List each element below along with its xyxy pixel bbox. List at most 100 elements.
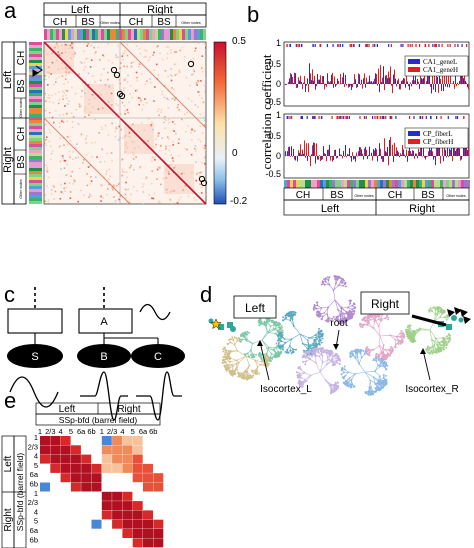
- matrix-cell: [117, 139, 120, 141]
- tree-node: [257, 321, 260, 324]
- matrix-cell: [74, 147, 77, 149]
- upper-ytick-05: 0.5: [268, 59, 281, 69]
- matrix-cell: [162, 177, 164, 180]
- matrix-cell: [151, 170, 153, 172]
- strip-cell: [392, 180, 395, 188]
- strip-cell: [374, 180, 377, 188]
- bar-top: [345, 116, 347, 119]
- matrix-cell: [117, 44, 119, 47]
- strip-cell: [29, 195, 42, 198]
- bar: [306, 84, 307, 86]
- matrix-cell: [46, 71, 49, 74]
- matrix-cell: [190, 171, 193, 174]
- matrix-cell: [205, 179, 206, 181]
- bar: [384, 84, 385, 91]
- strip-cell: [95, 29, 98, 40]
- tree-node: [330, 392, 333, 395]
- matrix-cell: [99, 59, 101, 61]
- tree-node: [379, 382, 381, 385]
- tree-node: [316, 311, 318, 314]
- matrix-cell: [126, 202, 129, 204]
- tree-node: [302, 361, 304, 363]
- bar: [404, 154, 405, 156]
- tree-node: [323, 350, 326, 352]
- legend-upper-series-2: CA1_geneH: [423, 66, 458, 74]
- tree-node: [272, 320, 275, 323]
- strip-cell: [401, 180, 404, 188]
- matrix-cell: [71, 86, 73, 89]
- bar-top: [390, 44, 392, 47]
- matrix-cell: [165, 145, 167, 148]
- tree-node: [313, 347, 316, 350]
- group-top-ch-right: CH: [129, 17, 143, 28]
- matrix-cell: [83, 68, 85, 71]
- matrix-cell: [177, 154, 180, 157]
- bar-top: [289, 116, 291, 119]
- matrix-cell: [86, 45, 88, 47]
- matrix-cell: [197, 138, 200, 141]
- matrix-cell: [65, 174, 68, 176]
- tree-node: [439, 307, 441, 309]
- matrix-cell: [83, 50, 86, 52]
- bar: [432, 151, 433, 156]
- matrix-cell: [179, 49, 181, 52]
- matrix-cell: [85, 58, 87, 60]
- bar: [340, 73, 341, 84]
- bar: [351, 84, 352, 90]
- matrix-cell: [156, 178, 158, 180]
- matrix-cell: [154, 146, 157, 148]
- matrix-cell: [187, 97, 190, 100]
- bar: [355, 79, 356, 84]
- matrix-cell: [158, 114, 160, 117]
- tree-edge: [379, 335, 384, 346]
- bar: [341, 83, 342, 84]
- tree-node: [320, 283, 323, 286]
- matrix-cell: [53, 198, 55, 200]
- bar: [457, 146, 458, 156]
- strip-cell: [29, 81, 42, 84]
- tree-node: [348, 309, 351, 312]
- bar: [350, 84, 351, 86]
- b-group-other-left: Other nodes: [354, 194, 374, 198]
- bar: [406, 149, 407, 156]
- strip-cell: [287, 180, 290, 188]
- matrix-cell: [172, 141, 174, 143]
- tree-edge: [291, 333, 301, 340]
- matrix-cell: [61, 120, 63, 123]
- bar: [425, 156, 426, 160]
- matrix-cell: [108, 168, 111, 171]
- matrix-cell: [74, 51, 76, 53]
- matrix-cell: [61, 155, 64, 157]
- matrix-cell: [151, 121, 153, 124]
- bar: [297, 156, 298, 162]
- matrix-cell: [151, 156, 154, 158]
- strip-cell: [332, 180, 335, 188]
- matrix-cell: [84, 66, 87, 68]
- matrix-cell: [125, 197, 128, 199]
- matrix-cell: [120, 128, 122, 131]
- matrix-cell: [163, 118, 166, 120]
- tree-node: [277, 340, 279, 342]
- tree-node: [286, 351, 288, 354]
- matrix-cell: [45, 144, 47, 146]
- matrix-cell: [69, 156, 71, 159]
- bar: [353, 156, 354, 160]
- bar: [348, 84, 349, 88]
- tree-node: [344, 320, 347, 322]
- matrix-cell: [205, 77, 206, 80]
- bar: [289, 146, 290, 156]
- matrix-cell: [174, 74, 177, 76]
- bar: [438, 84, 439, 93]
- matrix-cell: [161, 90, 164, 93]
- matrix-cell: [126, 203, 129, 204]
- matrix-cell: [203, 147, 206, 150]
- matrix-cell: [195, 82, 198, 84]
- matrix-cell: [64, 51, 67, 53]
- matrix-cell: [107, 188, 109, 190]
- tree-edge: [310, 371, 321, 376]
- tree-node: [359, 325, 362, 328]
- bar: [291, 146, 292, 156]
- bar-top: [296, 44, 298, 47]
- bar-top: [342, 44, 344, 47]
- matrix-cell: [194, 104, 197, 106]
